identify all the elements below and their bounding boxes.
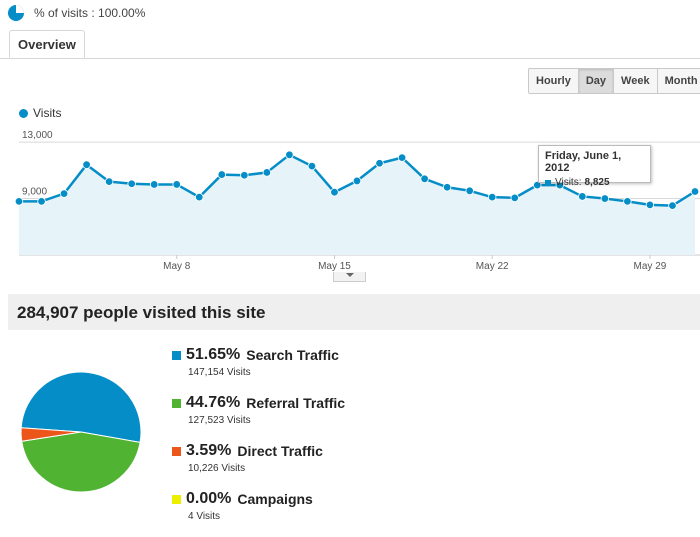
search-swatch (172, 350, 181, 360)
visits-legend-dot (19, 108, 28, 118)
x-tick-label: May 22 (476, 261, 509, 272)
tooltip-value: 8,825 (584, 177, 610, 188)
data-point (285, 150, 294, 160)
tab-overview[interactable]: Overview (9, 30, 85, 58)
traffic-sources-list: 51.65% Search Traffic 147,154 Visits 44.… (172, 345, 345, 537)
segment-label: % of visits : 100.00% (34, 6, 146, 20)
direct-pct: 3.59% (186, 442, 232, 459)
x-tick-label: May 8 (163, 261, 191, 272)
search-name: Search Traffic (246, 347, 339, 363)
collapse-chart-toggle[interactable] (333, 272, 366, 282)
data-point (37, 197, 46, 206)
traffic-item-direct[interactable]: 3.59% Direct Traffic 10,226 Visits (172, 441, 345, 489)
direct-visits: 10,226 Visits (188, 463, 246, 474)
segment-pie-icon (8, 5, 24, 21)
tooltip-metric: Visits: (555, 177, 582, 188)
direct-name: Direct Traffic (237, 443, 323, 459)
data-point (352, 176, 362, 186)
data-point (149, 180, 159, 189)
legend-label-visits: Visits (33, 106, 62, 120)
campaigns-name: Campaigns (237, 491, 313, 507)
traffic-item-campaigns[interactable]: 0.00% Campaigns 4 Visits (172, 489, 345, 537)
data-point (488, 192, 497, 202)
data-point (690, 187, 700, 196)
data-point (510, 193, 519, 203)
data-point (59, 189, 69, 198)
tab-bar: Overview (0, 30, 700, 59)
tooltip-series-swatch (545, 179, 551, 186)
data-point (533, 180, 542, 190)
segment-summary: % of visits : 100.00% (8, 4, 145, 22)
data-point (330, 188, 339, 197)
referral-slice[interactable] (21, 431, 141, 493)
referral-name: Referral Traffic (246, 395, 346, 411)
chevron-down-icon (346, 273, 354, 277)
data-point (375, 159, 384, 168)
chart-tooltip: Friday, June 1, 2012 Visits: 8,825 (538, 145, 651, 188)
data-point (240, 171, 249, 180)
direct-swatch (172, 446, 181, 456)
direct-slice[interactable] (20, 427, 82, 442)
day-button[interactable]: Day (577, 69, 614, 93)
referral-pct: 44.76% (186, 394, 241, 411)
data-point (127, 179, 136, 188)
y-tick-label: 9,000 (22, 187, 47, 198)
data-point (623, 197, 632, 206)
data-point (645, 200, 655, 210)
data-point (195, 192, 204, 202)
data-point (14, 197, 24, 206)
data-point (600, 194, 610, 203)
traffic-item-referral[interactable]: 44.76% Referral Traffic 127,523 Visits (172, 393, 345, 441)
data-point (578, 192, 587, 201)
campaigns-visits: 4 Visits (188, 511, 221, 522)
search-pct: 51.65% (186, 346, 241, 363)
referral-swatch (172, 398, 181, 408)
data-point (104, 177, 114, 186)
tooltip-date: Friday, June 1, 2012 (545, 150, 622, 174)
search-slice[interactable] (20, 371, 142, 443)
visits-line-chart[interactable]: 13,000 9,000 May 8 May 15 May 22 May 29 (0, 120, 700, 280)
traffic-sources-pie[interactable] (17, 368, 145, 496)
traffic-item-search[interactable]: 51.65% Search Traffic 147,154 Visits (172, 345, 345, 393)
campaigns-pct: 0.00% (186, 490, 232, 507)
chart-legend[interactable]: Visits (19, 106, 61, 120)
data-point (307, 161, 317, 171)
data-point (420, 174, 429, 183)
y-tick-label: 13,000 (22, 130, 53, 141)
campaigns-swatch (172, 494, 181, 504)
data-point (217, 170, 226, 179)
x-tick-label: May 15 (318, 261, 351, 272)
data-point (172, 180, 181, 189)
data-point (397, 153, 407, 162)
visits-area (19, 154, 695, 255)
summary-header: 284,907 people visited this site (8, 294, 700, 330)
data-point (668, 201, 677, 210)
month-button[interactable]: Month (656, 69, 700, 93)
granularity-switch: Hourly Day Week Month (528, 68, 700, 94)
referral-visits: 127,523 Visits (188, 415, 251, 426)
data-point (262, 168, 272, 177)
data-point (82, 160, 91, 169)
x-tick-label: May 29 (634, 261, 667, 272)
hourly-button[interactable]: Hourly (536, 75, 571, 87)
data-point (465, 186, 474, 195)
data-point (442, 183, 452, 192)
search-visits: 147,154 Visits (188, 367, 251, 378)
week-button[interactable]: Week (613, 69, 657, 93)
summary-headline: 284,907 people visited this site (17, 303, 266, 322)
